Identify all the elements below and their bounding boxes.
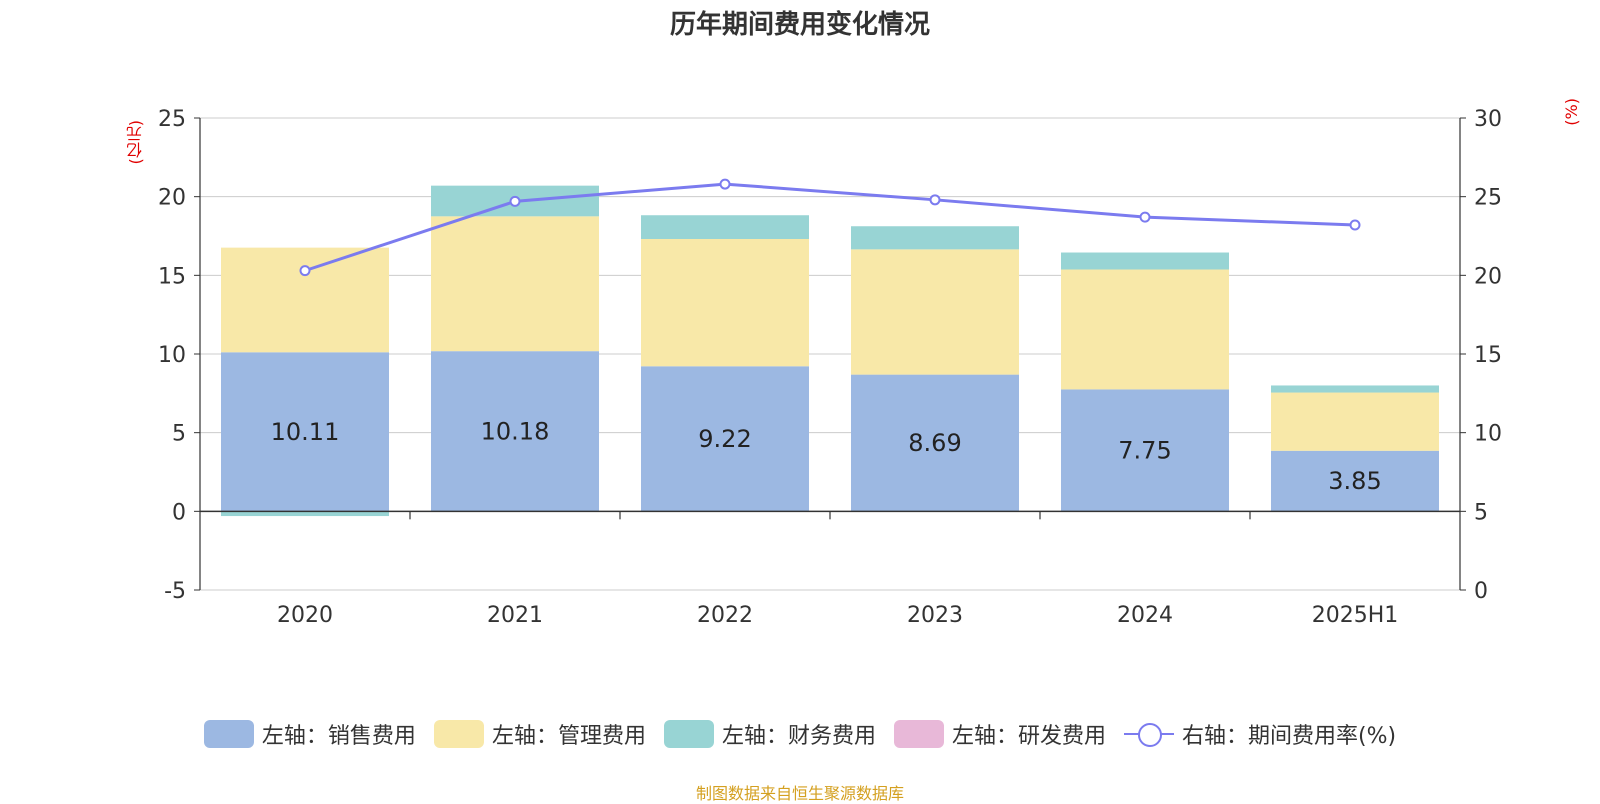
- right-tick-label: 30: [1474, 107, 1502, 132]
- legend-swatch-rnd: [893, 720, 944, 748]
- bar-segment: [431, 216, 599, 352]
- x-tick-label: 2021: [487, 603, 543, 628]
- bar-segment: [1061, 269, 1229, 390]
- legend-item-rnd[interactable]: 左轴：研发费用: [893, 718, 1106, 750]
- bar-segment: [851, 249, 1019, 375]
- legend-item-admin[interactable]: 左轴：管理费用: [433, 718, 646, 750]
- left-tick-label: 5: [172, 422, 186, 447]
- legend-swatch-finance: [663, 720, 714, 748]
- bar-segment: [641, 215, 809, 239]
- legend-label-admin: 左轴：管理费用: [491, 724, 646, 749]
- expense-rate-point: [929, 194, 941, 206]
- bar-segment: [1271, 392, 1439, 451]
- bar-segment: [431, 351, 599, 512]
- right-tick-label: 15: [1474, 343, 1502, 368]
- right-tick-label: 0: [1474, 579, 1488, 604]
- bar-segment: [851, 226, 1019, 250]
- bar-segment: [1061, 252, 1229, 270]
- left-tick-label: 10: [158, 343, 186, 368]
- bar-value-label: 9.22: [698, 425, 751, 453]
- legend-item-expense-rate[interactable]: 右轴：期间费用率(%): [1123, 718, 1397, 750]
- left-tick-label: 15: [158, 264, 186, 289]
- x-tick-label: 2025H1: [1312, 603, 1399, 628]
- legend-item-finance[interactable]: 左轴：财务费用: [663, 718, 876, 750]
- legend-swatch-sales: [203, 720, 254, 748]
- expense-rate-line: [304, 182, 1356, 273]
- legend-swatch-admin: [433, 720, 484, 748]
- bar-segment: [221, 511, 389, 517]
- left-tick-label: 25: [158, 107, 186, 132]
- legend-label-sales: 左轴：销售费用: [261, 724, 416, 749]
- right-tick-label: 5: [1474, 500, 1488, 525]
- right-tick-label: 25: [1474, 186, 1502, 211]
- left-tick-label: 0: [172, 500, 186, 525]
- right-tick-label: 10: [1474, 422, 1502, 447]
- bar-value-label: 10.11: [271, 418, 340, 446]
- bar-segment: [221, 247, 389, 353]
- expense-rate-point: [299, 265, 311, 277]
- legend-label-expense-rate: 右轴：期间费用率(%): [1181, 724, 1397, 749]
- bar-segment: [1271, 385, 1439, 393]
- expense-rate-point: [1139, 211, 1151, 223]
- x-tick-label: 2020: [277, 603, 333, 628]
- bar-segment: [1061, 389, 1229, 512]
- legend-swatch-expense-rate: [1123, 720, 1174, 748]
- bar-value-label: 3.85: [1328, 467, 1381, 495]
- legend: 左轴：销售费用 左轴：管理费用 左轴：财务费用 左轴：研发费用 右轴：期间费用率…: [0, 718, 1600, 750]
- legend-label-finance: 左轴：财务费用: [721, 724, 876, 749]
- left-tick-label: 20: [158, 186, 186, 211]
- bar-value-label: 7.75: [1118, 436, 1171, 464]
- bar-segment: [1271, 450, 1439, 512]
- x-tick-label: 2023: [907, 603, 963, 628]
- bar-segment: [641, 366, 809, 512]
- chart-title: 历年期间费用变化情况: [669, 10, 930, 40]
- x-tick-label: 2024: [1117, 603, 1173, 628]
- left-tick-label: -5: [164, 579, 186, 604]
- bar-value-label: 8.69: [908, 429, 961, 457]
- bar-segment: [851, 374, 1019, 512]
- bar-segment: [221, 352, 389, 512]
- right-tick-label: 20: [1474, 264, 1502, 289]
- bar-value-label: 10.18: [481, 417, 550, 445]
- source-note: 制图数据来自恒生聚源数据库: [695, 784, 904, 803]
- expense-rate-point: [509, 195, 521, 207]
- expense-rate-point: [719, 178, 731, 190]
- legend-item-sales[interactable]: 左轴：销售费用: [203, 718, 416, 750]
- bar-segment: [641, 238, 809, 367]
- x-tick-label: 2022: [697, 603, 753, 628]
- legend-label-rnd: 左轴：研发费用: [951, 724, 1106, 749]
- expense-rate-point: [1349, 219, 1361, 231]
